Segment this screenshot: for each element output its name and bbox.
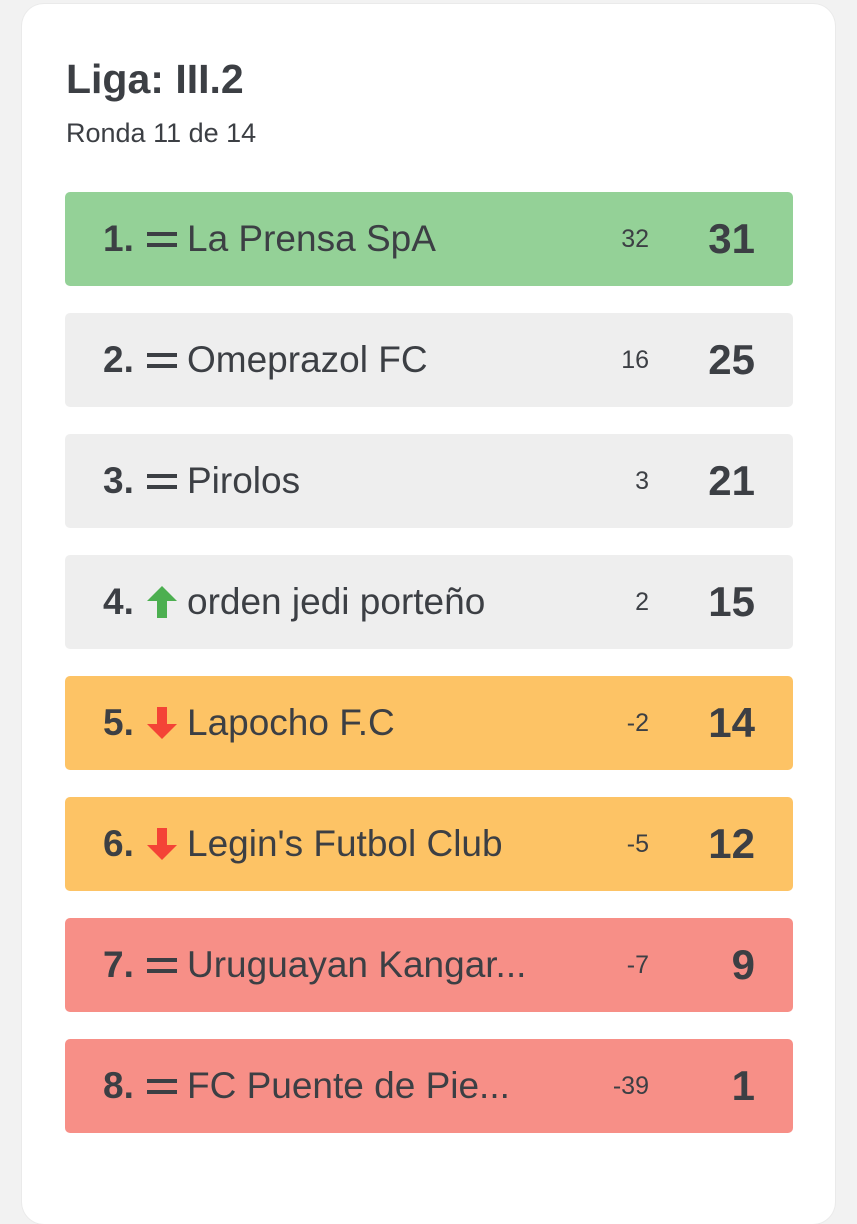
points: 25 [708, 336, 755, 383]
position-label: 4. [103, 581, 134, 622]
goal-difference: 2 [635, 588, 649, 616]
goal-difference: 32 [621, 225, 649, 253]
goal-difference: -39 [612, 1072, 649, 1100]
standings-row[interactable]: 3. Pirolos 3 21 [65, 434, 793, 528]
arrow-down-icon [145, 826, 179, 862]
points: 21 [708, 457, 755, 504]
position-label: 6. [103, 823, 134, 864]
goal-difference: -5 [626, 830, 649, 858]
position-label: 5. [103, 702, 134, 743]
standings-row[interactable]: 8. FC Puente de Pie... -39 1 [65, 1039, 793, 1133]
team-name: Lapocho F.C [187, 702, 395, 743]
round-label: Ronda 11 de 14 [66, 118, 257, 148]
position-label: 1. [103, 218, 134, 259]
standings-row[interactable]: 1. La Prensa SpA 32 31 [65, 192, 793, 286]
position-label: 7. [103, 944, 134, 985]
arrow-down-icon [145, 705, 179, 741]
points: 1 [731, 1062, 755, 1109]
arrow-up-icon [145, 584, 179, 620]
standings-row[interactable]: 2. Omeprazol FC 16 25 [65, 313, 793, 407]
standings-row[interactable]: 7. Uruguayan Kangar... -7 9 [65, 918, 793, 1012]
team-name: FC Puente de Pie... [187, 1065, 510, 1106]
equals-icon [145, 947, 179, 983]
points: 9 [731, 941, 755, 988]
league-title: Liga: III.2 [66, 56, 244, 102]
equals-icon [145, 342, 179, 378]
goal-difference: -2 [626, 709, 649, 737]
position-label: 3. [103, 460, 134, 501]
equals-icon [145, 221, 179, 257]
standings-row[interactable]: 4. orden jedi porteño 2 15 [65, 555, 793, 649]
team-name: Uruguayan Kangar... [187, 944, 527, 985]
league-card: Liga: III.2 Ronda 11 de 14 1. La Prensa … [22, 4, 835, 1224]
position-label: 8. [103, 1065, 134, 1106]
standings-table: 1. La Prensa SpA 32 31 2. Omeprazol FC 1… [65, 192, 793, 1160]
goal-difference: 3 [635, 467, 649, 495]
team-name: La Prensa SpA [187, 218, 436, 259]
points: 15 [708, 578, 755, 625]
team-name: Legin's Futbol Club [187, 823, 503, 864]
equals-icon [145, 1068, 179, 1104]
points: 14 [708, 699, 755, 746]
team-name: Omeprazol FC [187, 339, 428, 380]
points: 31 [708, 215, 755, 262]
standings-row[interactable]: 6. Legin's Futbol Club -5 12 [65, 797, 793, 891]
goal-difference: 16 [621, 346, 649, 374]
position-label: 2. [103, 339, 134, 380]
team-name: orden jedi porteño [187, 581, 486, 622]
points: 12 [708, 820, 755, 867]
goal-difference: -7 [626, 951, 649, 979]
standings-row[interactable]: 5. Lapocho F.C -2 14 [65, 676, 793, 770]
team-name: Pirolos [187, 460, 301, 501]
equals-icon [145, 463, 179, 499]
